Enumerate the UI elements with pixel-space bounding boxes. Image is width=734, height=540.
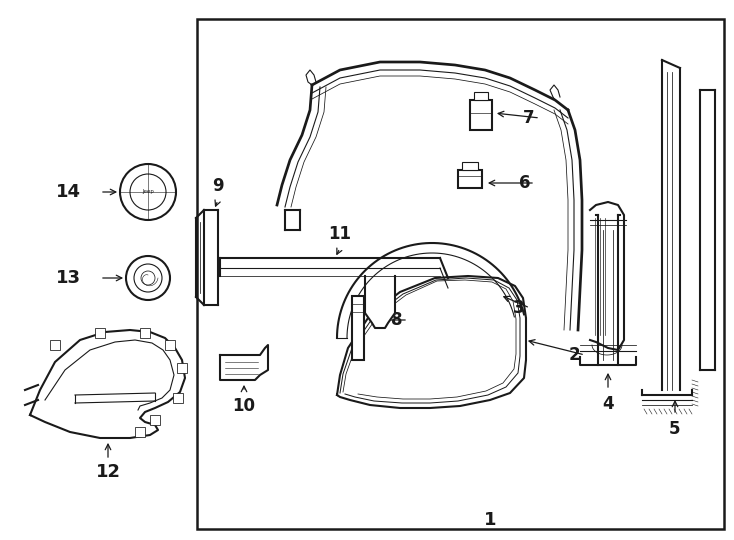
Polygon shape (590, 202, 624, 350)
Bar (135, 427, 145, 437)
Circle shape (120, 164, 176, 220)
Text: 4: 4 (602, 395, 614, 413)
Circle shape (126, 256, 170, 300)
Circle shape (130, 174, 166, 210)
Bar (474, 92, 488, 100)
Text: 13: 13 (56, 269, 81, 287)
Bar (197, 19, 724, 529)
Text: 7: 7 (523, 109, 535, 127)
Text: 9: 9 (212, 177, 224, 195)
Bar (150, 415, 160, 425)
Polygon shape (30, 330, 185, 438)
Circle shape (134, 264, 162, 292)
Circle shape (141, 271, 155, 285)
Bar (165, 340, 175, 350)
Bar (173, 393, 183, 403)
Text: 2: 2 (568, 346, 580, 364)
Text: 6: 6 (518, 174, 530, 192)
Text: 10: 10 (233, 397, 255, 415)
Text: 3: 3 (513, 299, 525, 317)
Bar (50, 340, 60, 350)
Text: 11: 11 (329, 225, 352, 243)
Text: 1: 1 (484, 511, 496, 529)
Polygon shape (365, 276, 395, 328)
Polygon shape (220, 345, 268, 380)
Bar (140, 328, 150, 338)
Bar (95, 328, 105, 338)
Text: 14: 14 (56, 183, 81, 201)
Text: Jeep: Jeep (142, 190, 154, 194)
Bar (470, 100, 492, 130)
Bar (177, 363, 187, 373)
Bar (352, 296, 364, 360)
Text: 5: 5 (669, 420, 680, 438)
Bar (462, 162, 478, 170)
Bar (458, 170, 482, 188)
Text: 12: 12 (95, 463, 120, 481)
Text: 8: 8 (391, 311, 403, 329)
